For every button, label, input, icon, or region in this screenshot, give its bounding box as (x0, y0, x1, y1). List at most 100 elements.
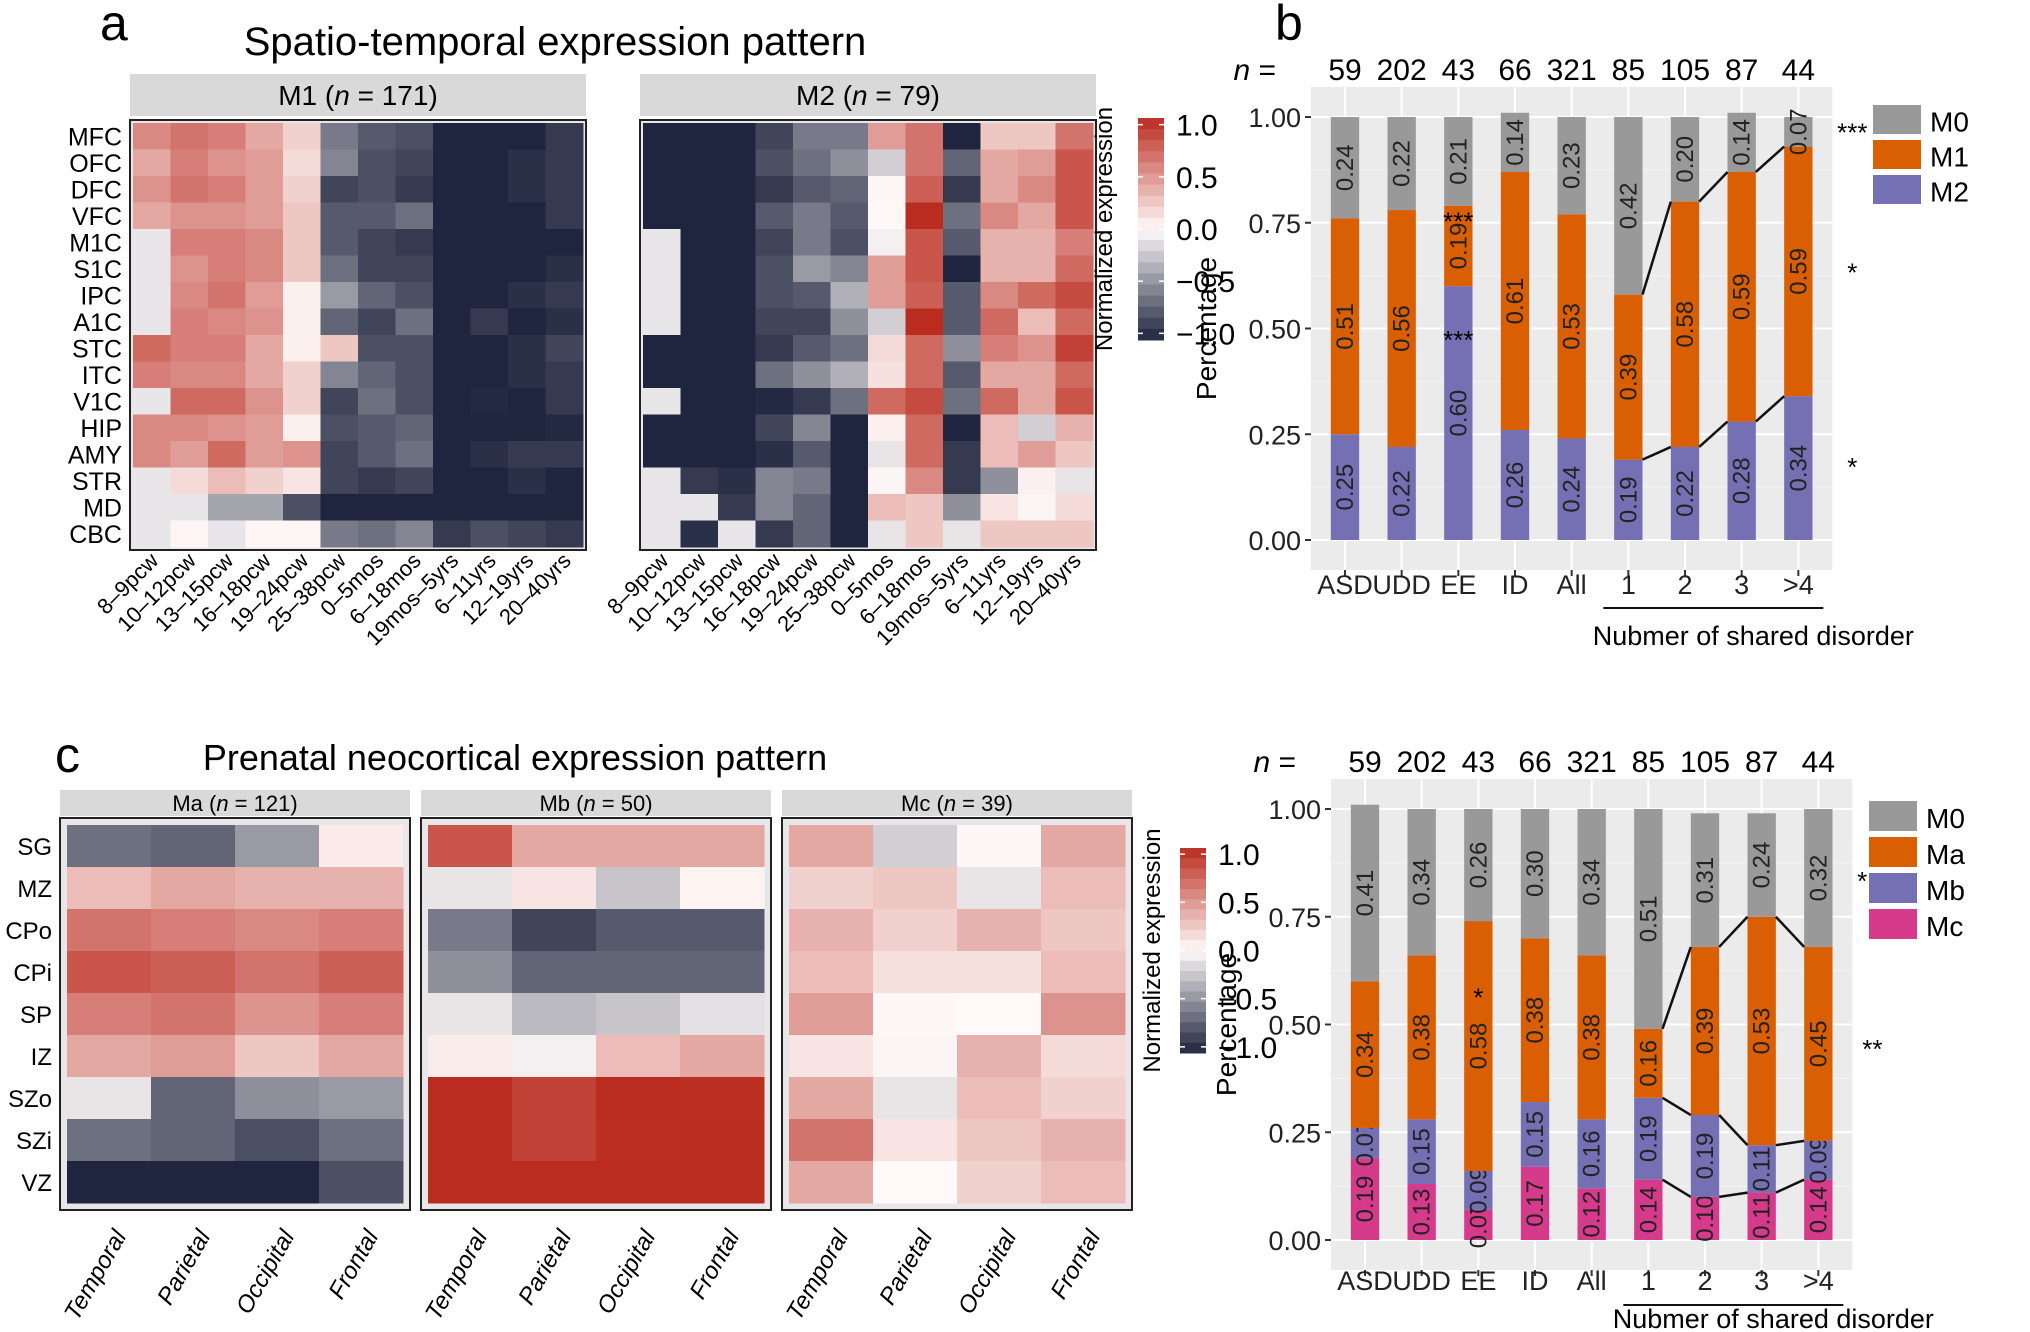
heatmap-cell (508, 149, 546, 177)
heatmap-cell (428, 951, 513, 994)
colorbar-step (1138, 195, 1164, 208)
heatmap-cell (508, 388, 546, 415)
trend-line (1661, 946, 1693, 1030)
heatmap-cell (1041, 993, 1126, 1036)
bar-segment-m2 (1784, 396, 1813, 540)
heatmap-cell (1018, 123, 1056, 150)
colorbar-tick-label: −0.5 (1218, 984, 1277, 1017)
heatmap-cell (718, 202, 756, 230)
heatmap-cell (245, 388, 284, 415)
colorbar-step (1138, 284, 1164, 297)
heatmap-cell (545, 123, 584, 150)
colorbar-step (1180, 981, 1206, 992)
heatmap-cell (1055, 335, 1094, 362)
x-tick-label: ASD (1317, 570, 1373, 600)
heatmap-cell (793, 361, 831, 389)
heatmap-cell (235, 1077, 320, 1120)
colorbar-step (1138, 118, 1164, 130)
heatmap-cell (67, 867, 152, 910)
legend-swatch (1867, 799, 1919, 833)
heatmap-cell (319, 1161, 404, 1204)
heatmap-cell (433, 414, 471, 442)
y-tick-label: 0.75 (1248, 209, 1301, 239)
heatmap-cell (508, 494, 546, 521)
heatmap-cell (905, 335, 944, 362)
heatmap-cell (283, 255, 321, 283)
heatmap-cell (643, 255, 681, 283)
heatmap-cell (755, 229, 794, 256)
colorbar-tick-label: 1.0 (1176, 110, 1218, 143)
heatmap-cell (358, 282, 396, 309)
heatmap-cell (67, 1161, 152, 1204)
bar-segment-m2 (1444, 286, 1473, 540)
heatmap-cell (133, 255, 171, 283)
bar-segment-m0 (1690, 813, 1720, 947)
heatmap-cell (433, 388, 471, 415)
data-label: 0.42 (1615, 182, 1642, 229)
bar-segment-m0 (1670, 117, 1700, 202)
y-tick-label: HIP (80, 415, 122, 443)
y-tick-label: MFC (68, 123, 122, 151)
y-tick-label: OFC (69, 150, 122, 178)
data-label: 0.22 (1389, 470, 1416, 517)
colorbar-tick-label: 0.5 (1176, 162, 1218, 195)
heatmap-cell (133, 176, 171, 203)
data-label: 0.14 (1729, 119, 1756, 166)
heatmap-cell (789, 1035, 874, 1078)
n-value: 59 (1328, 54, 1361, 87)
heatmap-cell (133, 361, 171, 389)
heatmap-cell (1041, 1077, 1126, 1120)
x-tick-label: Parietal (152, 1225, 216, 1310)
y-tick-label: A1C (73, 309, 122, 337)
heatmap-cell (433, 255, 471, 283)
data-label: 0.51 (1635, 896, 1662, 943)
heatmap-cell (170, 229, 209, 256)
y-tick-label: CPi (13, 960, 52, 987)
heatmap-cell (470, 255, 509, 283)
bar-segment-m2 (1557, 438, 1586, 540)
bar-segment-m1 (1614, 294, 1643, 460)
heatmap-cell (235, 1119, 320, 1162)
facet-strip (130, 74, 586, 116)
heatmap-cell (793, 308, 831, 336)
data-label: 0.09 (1465, 1167, 1492, 1214)
heatmap-cell (283, 282, 321, 309)
heatmap-cell (1018, 441, 1056, 468)
facet-strip (782, 790, 1132, 816)
heatmap-cell (1055, 149, 1094, 177)
heatmap-cell (1055, 282, 1094, 309)
heatmap-cell (830, 520, 869, 548)
data-label: 0.13 (1409, 1189, 1436, 1236)
legend-swatch (1867, 907, 1919, 941)
heatmap-cell (789, 867, 874, 910)
colorbar-step (1180, 971, 1206, 982)
heatmap-cell (470, 176, 509, 203)
heatmap-cell (793, 335, 831, 362)
heatmap-cell (873, 867, 958, 910)
x-tick-label: EE (1460, 1266, 1496, 1296)
data-label: 0.38 (1409, 1014, 1436, 1061)
heatmap-cell (320, 467, 359, 495)
heatmap-cell (718, 149, 756, 177)
heatmap-cell (358, 123, 396, 150)
bar-segment-m1 (1500, 171, 1530, 431)
heatmap-cell (320, 414, 359, 442)
heatmap-cell (830, 335, 869, 362)
heatmap-cell (319, 951, 404, 994)
heatmap-cell (680, 388, 719, 415)
facet-label: Mb (n = 50) (539, 791, 652, 816)
facet-label: Ma (n = 121) (172, 791, 297, 816)
heatmap-cell (545, 308, 584, 336)
heatmap-cell (133, 388, 171, 415)
bar-segment-ma (1464, 921, 1493, 1172)
heatmap-cell (512, 1119, 597, 1162)
heatmap-cell (170, 494, 209, 521)
heatmap-cell (755, 414, 794, 442)
bar-chart-d: 0.00 0.25 0.50 0.75 1.00 Percentage n = 59 202 43… (1211, 746, 1965, 1332)
heatmap-cell (980, 282, 1019, 309)
heatmap-cell (793, 255, 831, 283)
heatmap-cell (905, 123, 944, 150)
bar-segment-m0 (1464, 809, 1493, 922)
heatmap-cell (793, 123, 831, 150)
heatmap-cell (133, 520, 171, 548)
